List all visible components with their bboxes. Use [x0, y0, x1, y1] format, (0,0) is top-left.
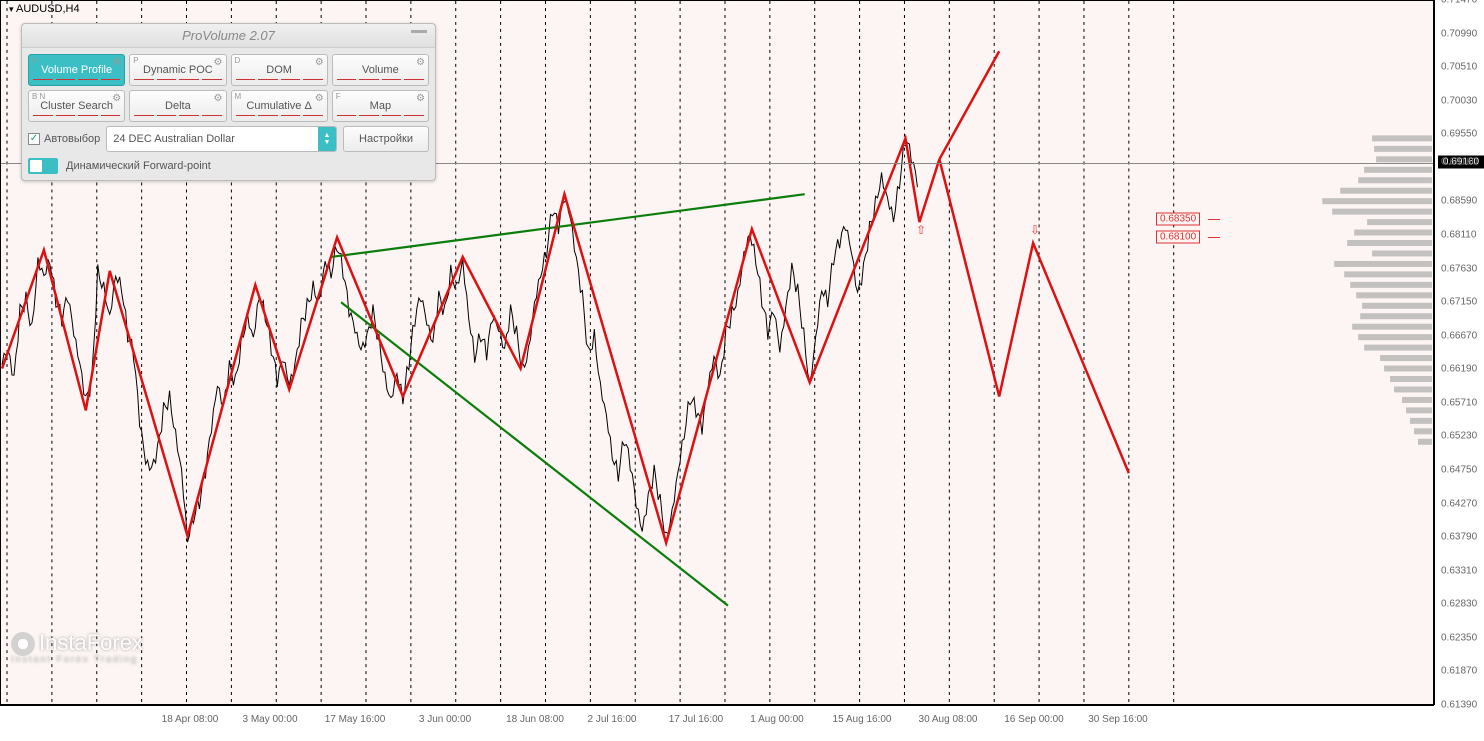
x-tick-label: 30 Sep 16:00 — [1088, 714, 1148, 725]
y-tick-label: 0.67150 — [1441, 297, 1477, 308]
gear-icon[interactable]: ⚙ — [112, 93, 121, 104]
x-tick-label: 3 Jun 00:00 — [419, 714, 471, 725]
y-tick-label: 0.66670 — [1441, 330, 1477, 341]
y-tick-label: 0.68590 — [1441, 196, 1477, 207]
stepper-icon[interactable]: ▲▼ — [318, 127, 336, 151]
y-tick-label: 0.70990 — [1441, 28, 1477, 39]
y-tick-label: 0.64750 — [1441, 465, 1477, 476]
y-tick-label: 0.66190 — [1441, 364, 1477, 375]
provolume-panel[interactable]: ProVolume 2.07 Volume Profile⚙VDynamic P… — [21, 23, 436, 181]
chart-plot-area[interactable]: AUDUSD,H4 0.68350 0.68100 ⇧ ⇩ InstaForex I… — [0, 0, 1434, 705]
panel-tabs-row-1: Volume Profile⚙VDynamic POC⚙PDOM⚙DVolume… — [28, 54, 429, 86]
instrument-value: 24 DEC Australian Dollar — [113, 133, 235, 145]
panel-tab-cluster-search[interactable]: Cluster Search⚙B N — [28, 90, 125, 122]
x-tick-label: 15 Aug 16:00 — [833, 714, 892, 725]
gear-icon[interactable]: ⚙ — [416, 93, 425, 104]
x-tick-label: 17 May 16:00 — [325, 714, 386, 725]
autoselect-checkbox[interactable]: ✓ Автовыбор — [28, 133, 100, 145]
x-tick-label: 2 Jul 16:00 — [588, 714, 637, 725]
gear-icon[interactable]: ⚙ — [315, 57, 324, 68]
checkbox-icon: ✓ — [28, 133, 40, 145]
panel-tab-volume-profile[interactable]: Volume Profile⚙V — [28, 54, 125, 86]
minimize-icon[interactable] — [411, 30, 427, 33]
instrument-selector[interactable]: 24 DEC Australian Dollar ▲▼ — [106, 126, 337, 152]
price-level-label: 0.68350 — [1156, 213, 1200, 226]
panel-titlebar[interactable]: ProVolume 2.07 — [22, 24, 435, 48]
panel-tab-dynamic-poc[interactable]: Dynamic POC⚙P — [129, 54, 226, 86]
y-tick-label: 0.62350 — [1441, 632, 1477, 643]
panel-tab-delta[interactable]: Delta⚙ — [129, 90, 226, 122]
y-tick-label: 0.70030 — [1441, 95, 1477, 106]
price-level-label: 0.68100 — [1156, 230, 1200, 243]
y-tick-label: 0.61390 — [1441, 700, 1477, 711]
panel-tabs-row-2: Cluster Search⚙B NDelta⚙Cumulative Δ⚙MMa… — [28, 90, 429, 122]
chart-symbol-title: AUDUSD,H4 — [9, 3, 80, 15]
brand-text: InstaForex — [39, 630, 143, 655]
panel-instrument-row: ✓ Автовыбор 24 DEC Australian Dollar ▲▼ … — [28, 126, 429, 152]
gear-icon[interactable]: ⚙ — [214, 93, 223, 104]
gear-icon[interactable]: ⚙ — [416, 57, 425, 68]
panel-tab-cumulative-[interactable]: Cumulative Δ⚙M — [231, 90, 328, 122]
panel-tab-map[interactable]: Map⚙F — [332, 90, 429, 122]
panel-body: Volume Profile⚙VDynamic POC⚙PDOM⚙DVolume… — [22, 48, 435, 180]
y-tick-label: 0.61870 — [1441, 666, 1477, 677]
y-tick-label: 0.68110 — [1441, 230, 1476, 241]
y-tick-label: 0.71470 — [1441, 0, 1477, 6]
y-axis: 0.69160 0.71470 0.70990 0.70510 0.70030 0.69… — [1434, 0, 1484, 705]
y-tick-label: 0.63310 — [1441, 565, 1477, 576]
gear-icon[interactable]: ⚙ — [112, 57, 121, 68]
y-tick-label: 0.65230 — [1441, 431, 1477, 442]
gear-icon[interactable]: ⚙ — [315, 93, 324, 104]
x-tick-label: 30 Aug 08:00 — [919, 714, 978, 725]
watermark-logo: InstaForex Instant Forex Trading — [11, 630, 143, 664]
autoselect-label: Автовыбор — [44, 133, 100, 145]
x-tick-label: 18 Apr 08:00 — [162, 714, 219, 725]
y-tick-label: 0.69550 — [1441, 129, 1477, 140]
panel-tab-volume[interactable]: Volume⚙ — [332, 54, 429, 86]
x-tick-label: 16 Sep 00:00 — [1004, 714, 1064, 725]
gear-icon[interactable]: ⚙ — [214, 57, 223, 68]
y-tick-label: 0.70510 — [1441, 62, 1477, 73]
y-tick-label: 0.64270 — [1441, 498, 1477, 509]
x-tick-label: 1 Aug 00:00 — [750, 714, 803, 725]
y-tick-label: 0.65710 — [1441, 397, 1477, 408]
y-tick-label: 0.67630 — [1441, 263, 1477, 274]
forward-point-row: Динамический Forward-point — [28, 158, 429, 174]
settings-button[interactable]: Настройки — [343, 126, 429, 152]
instaforex-icon — [11, 632, 35, 656]
x-axis: 18 Apr 08:00 3 May 00:00 17 May 16:00 3 Jun… — [0, 705, 1434, 741]
forward-point-toggle[interactable] — [28, 158, 58, 174]
y-tick-label: 0.63790 — [1441, 532, 1477, 543]
x-tick-label: 17 Jul 16:00 — [669, 714, 724, 725]
forward-point-label: Динамический Forward-point — [66, 160, 211, 172]
panel-title: ProVolume 2.07 — [182, 28, 275, 43]
brand-tagline: Instant Forex Trading — [11, 654, 143, 664]
x-tick-label: 3 May 00:00 — [242, 714, 297, 725]
arrow-up-icon: ⇧ — [916, 223, 926, 237]
arrow-down-icon: ⇩ — [1030, 223, 1040, 237]
y-tick-label: 0.62830 — [1441, 599, 1477, 610]
x-tick-label: 18 Jun 08:00 — [506, 714, 564, 725]
y-tick-label: 0.69160 — [1441, 156, 1477, 167]
panel-tab-dom[interactable]: DOM⚙D — [231, 54, 328, 86]
